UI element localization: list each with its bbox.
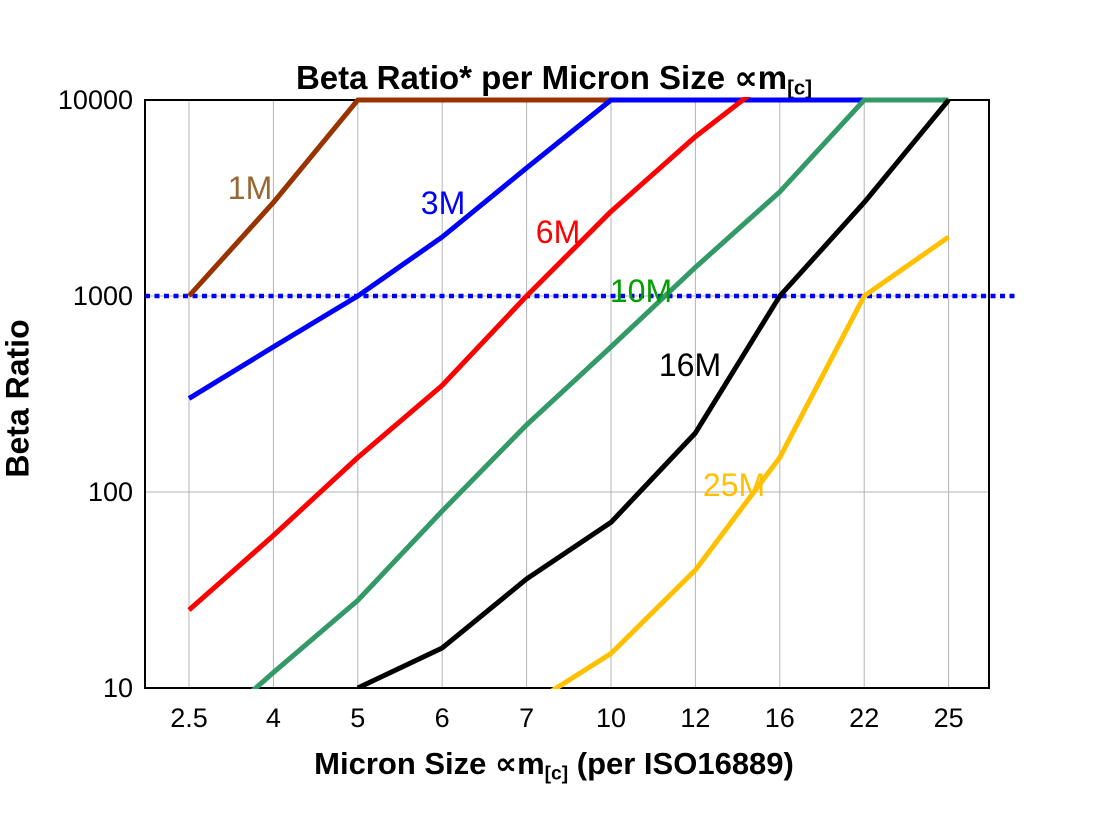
series-label-3M: 3M: [421, 185, 465, 221]
x-tick-label: 2.5: [170, 703, 208, 733]
series-line-1M: [187, 97, 611, 298]
series-line-25M: [550, 234, 951, 689]
y-tick-label: 10: [103, 673, 133, 703]
x-tick-label: 10: [596, 703, 626, 733]
y-tick-label: 1000: [73, 281, 133, 311]
series-line-16M: [356, 98, 951, 689]
x-tick-label: 16: [765, 703, 795, 733]
y-tick-label: 10000: [58, 85, 133, 115]
series-label-10M: 10M: [610, 273, 672, 309]
series-label-16M: 16M: [659, 347, 721, 383]
x-axis-title-suffix: (per ISO16889): [568, 746, 794, 781]
y-tick-label: 100: [88, 477, 133, 507]
x-tick-label: 22: [849, 703, 879, 733]
x-tick-label: 12: [680, 703, 710, 733]
series-line-6M: [187, 97, 751, 612]
chart-title-subscript: [c]: [787, 76, 813, 100]
series-line-10M: [250, 97, 949, 689]
series-label-25M: 25M: [703, 467, 765, 503]
series-line-3M: [187, 97, 865, 401]
x-tick-label: 4: [266, 703, 281, 733]
x-axis-title-text: Micron Size: [314, 746, 496, 781]
x-axis-title-symbol: ∝m: [495, 746, 545, 781]
chart-title-text: Beta Ratio* per Micron Size: [295, 59, 735, 96]
series-label-6M: 6M: [536, 214, 580, 250]
chart-title-symbol: ∝m: [734, 59, 788, 96]
x-axis-title: Micron Size ∝m[c] (per ISO16889): [0, 746, 1108, 785]
x-tick-label: 25: [934, 703, 964, 733]
x-axis-title-subscript: [c]: [544, 763, 569, 785]
chart-title: Beta Ratio* per Micron Size ∝m[c]: [0, 58, 1108, 101]
x-tick-label: 5: [350, 703, 365, 733]
series-label-1M: 1M: [228, 170, 272, 206]
x-tick-label: 6: [435, 703, 450, 733]
x-tick-label: 7: [519, 703, 534, 733]
